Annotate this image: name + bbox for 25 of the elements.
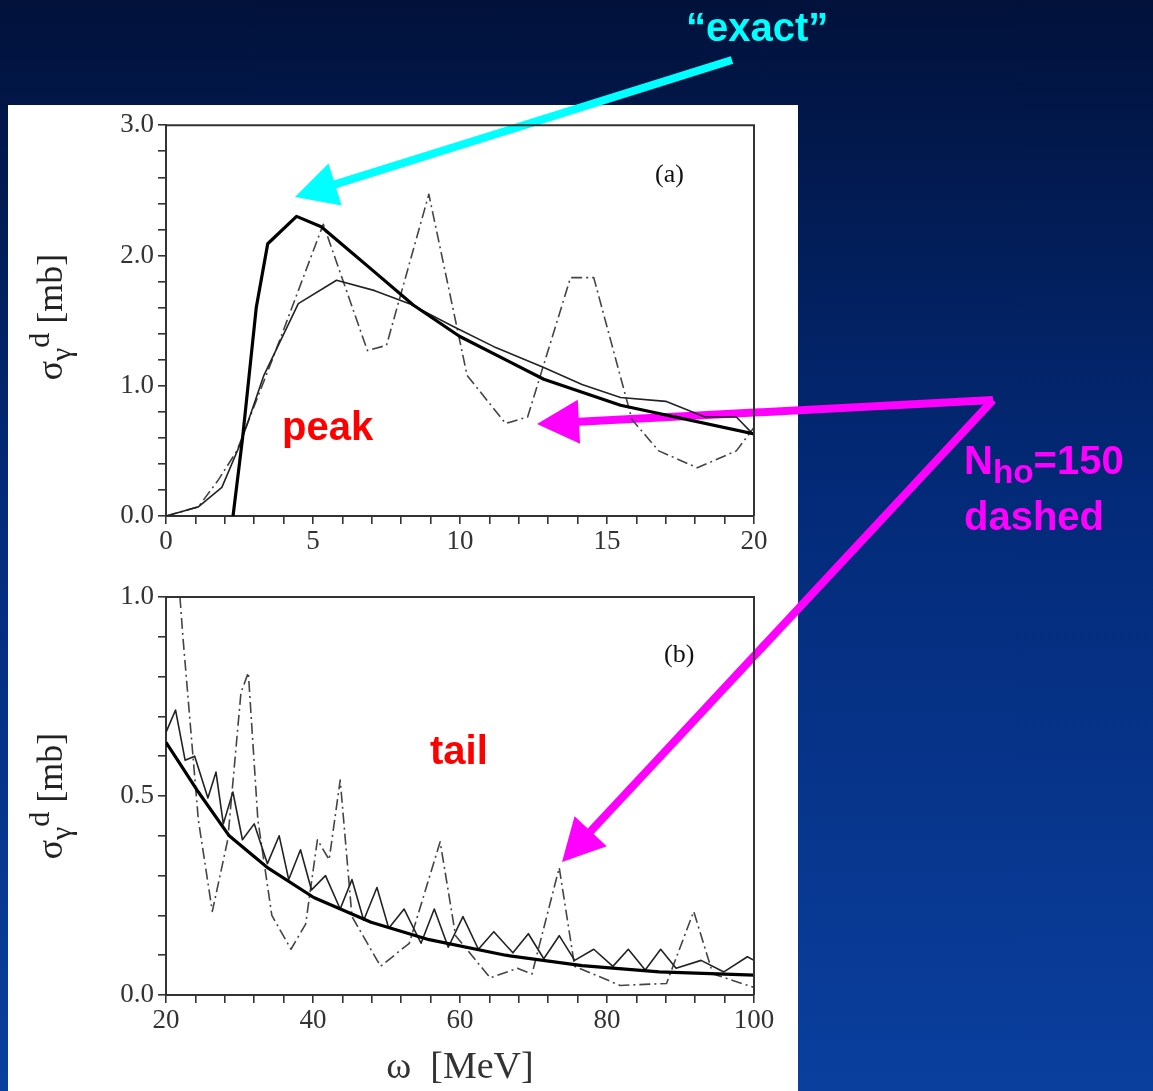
text: N$_{ho}$=150 dashed (964, 437, 1124, 540)
x-tick-label: 15 (593, 525, 621, 556)
x-tick-label: 40 (299, 1004, 327, 1035)
x-tick-label: 0 (159, 525, 173, 556)
x-tick-label: 20 (740, 525, 768, 556)
x-tick-label: 100 (733, 1004, 775, 1035)
y-tick-label: 0.5 (120, 779, 154, 810)
line-series (179, 597, 754, 989)
y-tick-label: 1.0 (120, 368, 154, 399)
annotation: (a) (655, 158, 684, 190)
x-axis-title: ω [MeV] (386, 1044, 534, 1087)
x-tick-label: 60 (446, 1004, 474, 1035)
annotation: (b) (664, 638, 695, 670)
text: “exact” (686, 4, 829, 51)
annotation: tail (430, 727, 488, 774)
y-tick-label: 2.0 (120, 238, 154, 269)
y-tick-label: 0.0 (120, 499, 154, 530)
y-tick-label: 0.0 (120, 978, 154, 1009)
y-tick-label: 1.0 (120, 580, 154, 611)
x-tick-label: 20 (152, 1004, 180, 1035)
y-tick-label: 3.0 (120, 108, 154, 139)
x-tick-label: 80 (593, 1004, 621, 1035)
x-tick-label: 5 (306, 525, 320, 556)
annotation: peak (282, 403, 374, 450)
x-tick-label: 10 (446, 525, 474, 556)
